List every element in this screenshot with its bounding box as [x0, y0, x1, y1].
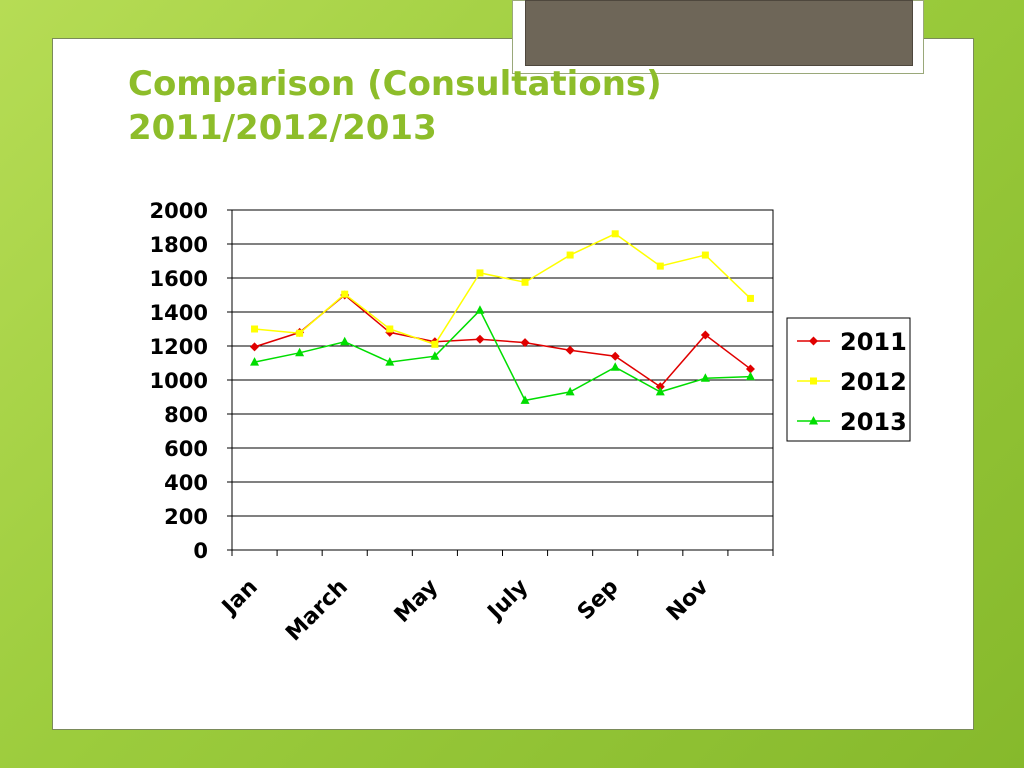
data-point-marker	[431, 340, 439, 348]
data-point-marker	[295, 347, 305, 357]
x-tick-label: Nov	[662, 574, 714, 626]
series-line	[254, 309, 751, 402]
x-tick-label: March	[281, 575, 353, 647]
series-2013	[250, 305, 755, 404]
title-line-1: Comparison (Consultations)	[128, 64, 662, 104]
data-point-marker	[655, 386, 665, 396]
slide-title: Comparison (Consultations) 2011/2012/201…	[128, 62, 662, 150]
data-point-marker	[656, 262, 664, 270]
y-tick-label: 600	[164, 437, 208, 461]
y-tick-label: 2000	[150, 199, 208, 223]
data-point-marker	[701, 251, 709, 259]
y-tick-label: 800	[164, 403, 208, 427]
data-point-marker	[521, 278, 529, 286]
data-point-marker	[340, 336, 350, 346]
x-tick-label: May	[390, 575, 443, 628]
y-tick-label: 1600	[150, 267, 208, 291]
data-point-marker	[610, 362, 620, 371]
y-tick-label: 1400	[150, 301, 208, 325]
legend-label: 2013	[840, 408, 907, 436]
y-tick-label: 200	[164, 505, 208, 529]
legend-label: 2012	[840, 368, 907, 396]
data-point-marker	[430, 351, 440, 360]
data-point-marker	[475, 305, 485, 314]
data-point-marker	[251, 325, 259, 333]
y-tick-label: 400	[164, 471, 208, 495]
legend: 2011 2012 2013	[786, 317, 911, 442]
data-point-marker	[520, 395, 530, 404]
data-point-marker	[476, 269, 484, 277]
series-line	[254, 232, 751, 346]
data-point-marker	[611, 230, 619, 238]
data-point-marker	[296, 329, 304, 337]
data-point-marker	[809, 336, 818, 346]
data-point-marker	[745, 371, 755, 381]
data-point-marker	[520, 338, 530, 348]
y-tick-label: 1000	[150, 369, 208, 393]
data-point-marker	[475, 334, 485, 344]
y-tick-label: 1800	[150, 233, 208, 257]
data-point-marker	[700, 373, 710, 382]
data-point-marker	[250, 342, 260, 352]
legend-label: 2011	[840, 328, 907, 356]
y-tick-label: 1200	[150, 335, 208, 359]
data-point-marker	[565, 386, 575, 396]
data-point-marker	[566, 251, 574, 259]
data-point-marker	[745, 364, 755, 374]
data-point-marker	[565, 345, 575, 355]
data-point-marker	[700, 330, 710, 340]
x-tick-label: Jan	[216, 575, 262, 621]
title-line-2: 2011/2012/2013	[128, 108, 437, 148]
data-point-marker	[746, 294, 754, 302]
data-point-marker	[655, 382, 665, 392]
data-point-marker	[385, 357, 395, 366]
data-point-marker	[810, 377, 817, 385]
y-tick-label: 0	[193, 539, 208, 563]
decorative-box	[525, 0, 913, 66]
data-point-marker	[250, 357, 260, 366]
series-2012	[251, 230, 754, 348]
x-tick-label: July	[482, 575, 533, 626]
data-point-marker	[809, 416, 818, 425]
data-point-marker	[610, 351, 620, 361]
data-point-marker	[341, 290, 349, 298]
x-tick-label: Sep	[573, 575, 624, 626]
data-point-marker	[386, 325, 394, 333]
